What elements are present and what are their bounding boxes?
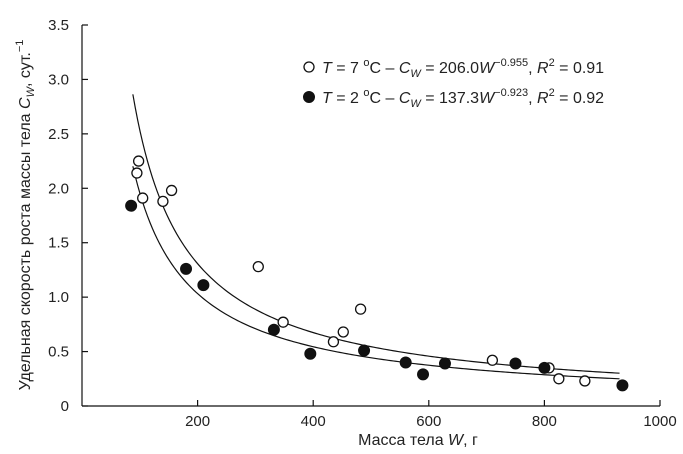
- data-point-filled: [180, 262, 193, 275]
- data-point-filled: [417, 368, 430, 381]
- data-point-open: [277, 316, 289, 328]
- data-point-open: [486, 354, 499, 366]
- data-point-open: [157, 195, 169, 208]
- data-point-filled: [616, 379, 629, 392]
- fit-curves: [132, 94, 620, 380]
- data-point-open: [132, 155, 145, 167]
- data-point-open: [165, 184, 178, 197]
- data-point-open: [131, 167, 143, 179]
- data-point-open: [553, 373, 565, 385]
- legend-entry-1: T = 7 oC – CW = 206.0W−0.955, R2 = 0.91: [322, 57, 604, 80]
- data-point-filled: [438, 357, 451, 370]
- y-tick-label: 2.5: [48, 126, 69, 143]
- fit-curve-2: [132, 166, 620, 380]
- y-axis-label: Удельная скорость роста массы тела CW, с…: [14, 40, 37, 391]
- data-point-open: [337, 326, 349, 338]
- tick-labels: 200 400 600 800 1000 0 0.5 1.0 1.5 2.0 2.5 3.0 3.5: [48, 17, 677, 430]
- data-point-filled: [399, 356, 412, 369]
- y-tick-label: 2.0: [48, 180, 69, 197]
- data-point-open: [327, 336, 340, 348]
- axes: [81, 25, 660, 407]
- legend: T = 7 oC – CW = 206.0W−0.955, R2 = 0.91 …: [303, 57, 604, 110]
- data-point-filled: [358, 344, 371, 357]
- data-point-open: [354, 303, 367, 315]
- data-point-filled: [125, 199, 138, 212]
- data-point-filled: [304, 347, 317, 360]
- tick-marks: [82, 24, 661, 407]
- data-point-open: [579, 375, 591, 387]
- data-points: [125, 155, 629, 392]
- y-tick-label: 0: [61, 398, 69, 415]
- x-tick-label: 400: [301, 413, 326, 430]
- x-tick-label: 600: [416, 413, 441, 430]
- fit-curve-1: [132, 94, 620, 374]
- y-tick-label: 3.5: [48, 17, 69, 34]
- x-tick-label: 800: [532, 413, 557, 430]
- x-tick-label: 200: [185, 413, 210, 430]
- x-tick-label: 1000: [643, 413, 676, 430]
- data-point-filled: [509, 357, 522, 370]
- y-tick-label: 3.0: [48, 71, 69, 88]
- legend-marker-open: [303, 61, 315, 73]
- x-axis-label: Масса тела W, г: [358, 432, 478, 449]
- y-tick-label: 1.5: [48, 235, 69, 252]
- legend-entry-2: T = 2 oC – CW = 137.3W−0.923, R2 = 0.92: [322, 87, 604, 110]
- data-point-filled: [267, 323, 280, 336]
- data-point-filled: [538, 361, 551, 374]
- y-tick-label: 0.5: [48, 344, 69, 361]
- legend-marker-filled: [303, 91, 315, 103]
- y-tick-label: 1.0: [48, 289, 69, 306]
- data-point-open: [252, 261, 264, 273]
- data-point-open: [137, 192, 149, 204]
- data-point-filled: [197, 279, 210, 292]
